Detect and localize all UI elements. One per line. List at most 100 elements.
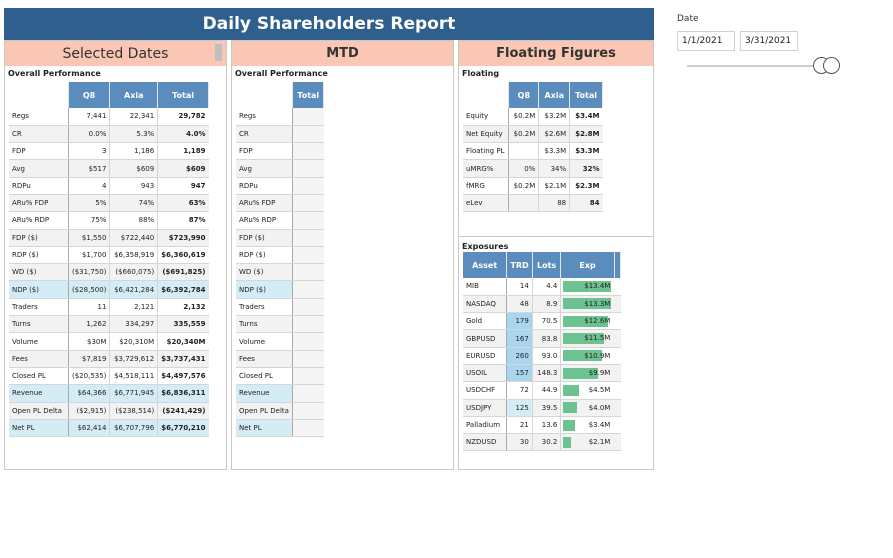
total-value <box>292 402 324 420</box>
row-label: ARu% RDP <box>236 211 294 230</box>
col-axia[interactable]: Axia <box>109 82 159 108</box>
q8-value: $517 <box>68 159 111 178</box>
total-value: 947 <box>157 177 209 195</box>
total-value <box>292 263 324 282</box>
q8-value: 11 <box>68 298 111 317</box>
exp-cell: $13.4M <box>560 278 615 296</box>
table-row: ARu% RDP 75% 88% 87% <box>9 211 209 230</box>
q8-value: $30M <box>68 332 111 351</box>
floating-figures-header: Floating Figures <box>459 41 653 66</box>
table-row: Closed PL <box>236 367 324 386</box>
lots-value: 39.5 <box>532 399 562 417</box>
row-label: Volume <box>9 332 69 351</box>
row-label: fMRG <box>463 177 510 195</box>
table-row: CR 0.0% 5.3% 4.0% <box>9 125 209 144</box>
exp-value: $9.9M <box>588 368 611 377</box>
table-row: MIB 14 4.4 $13.4M <box>463 278 621 296</box>
table-row: Turns <box>236 315 324 334</box>
total-value <box>292 177 324 195</box>
q8-value: 7,441 <box>68 108 111 126</box>
row-label: WD ($) <box>236 263 294 282</box>
table-row: USOIL 157 148.3 $9.9M <box>463 364 621 383</box>
axia-value: $6,707,796 <box>109 419 159 438</box>
lots-value: 8.9 <box>532 295 562 314</box>
row-tail <box>614 364 621 383</box>
floating-figures-panel: Floating Figures Floating Q8 Axia Total … <box>458 40 654 470</box>
q8-value: ($20,535) <box>68 367 111 386</box>
total-value: 87% <box>157 211 209 230</box>
total-value: 63% <box>157 194 209 213</box>
date-slicer-label: Date <box>677 14 699 24</box>
table-row: RDP ($) $1,700 $6,358,919 $6,360,619 <box>9 246 209 265</box>
date-slider-end-handle[interactable] <box>823 57 840 74</box>
asset-name: USOIL <box>463 364 508 383</box>
total-value: $3.3M <box>569 142 603 161</box>
row-label: RDP ($) <box>236 246 294 265</box>
trd-value: 72 <box>506 381 533 400</box>
exp-cell: $3.4M <box>560 416 615 435</box>
col-q8[interactable]: Q8 <box>68 82 111 108</box>
col-axia[interactable]: Axia <box>538 82 571 108</box>
col-total[interactable]: Total <box>292 82 324 108</box>
trd-value: 14 <box>506 278 533 296</box>
col-total[interactable]: Total <box>569 82 603 108</box>
exp-value: $13.4M <box>584 282 611 290</box>
lots-value: 70.5 <box>532 312 562 331</box>
col-q8[interactable]: Q8 <box>508 82 540 108</box>
axia-value: 34% <box>538 159 571 178</box>
col-exp[interactable]: Exp <box>560 252 615 278</box>
asset-name: Gold <box>463 312 508 331</box>
floating-label: Floating <box>462 69 500 78</box>
row-label: NDP ($) <box>9 280 69 299</box>
trd-value: 179 <box>506 312 533 331</box>
row-tail <box>614 347 621 365</box>
panel-scrollbar[interactable] <box>215 44 222 61</box>
table-row: Avg <box>236 159 324 178</box>
table-row: FDP ($) $1,550 $722,440 $723,990 <box>9 229 209 247</box>
q8-value: 1,262 <box>68 315 111 334</box>
table-row: Traders 11 2,121 2,132 <box>9 298 209 317</box>
exp-value: $3.4M <box>588 420 611 429</box>
axia-value: 334,297 <box>109 315 159 334</box>
col-total[interactable]: Total <box>157 82 209 108</box>
header-blank <box>236 82 294 108</box>
axia-value: $3.3M <box>538 142 571 161</box>
date-slider-track[interactable] <box>687 65 827 67</box>
row-label: RDPu <box>236 177 294 195</box>
row-label: eLev <box>463 194 510 213</box>
table-row: RDPu 4 943 947 <box>9 177 209 195</box>
axia-value: 943 <box>109 177 159 195</box>
exposures-table: Asset TRD Lots Exp MIB 14 4.4 $13.4M NASDAQ 4… <box>463 252 622 452</box>
mtd-overall-performance-label: Overall Performance <box>235 69 328 78</box>
mtd-header: MTD <box>232 41 453 66</box>
exp-cell: $12.6M <box>560 312 615 331</box>
q8-value: $0.2M <box>508 108 540 126</box>
start-date-input[interactable]: 1/1/2021 <box>677 31 735 51</box>
table-row: fMRG $0.2M $2.1M $2.3M <box>463 177 603 195</box>
total-value: $6,360,619 <box>157 246 209 265</box>
col-lots[interactable]: Lots <box>532 252 562 278</box>
axia-value: $6,421,284 <box>109 280 159 299</box>
exp-bar <box>563 280 612 292</box>
col-asset[interactable]: Asset <box>463 252 508 278</box>
total-value: $3,737,431 <box>157 350 209 368</box>
table-row: Floating PL $3.3M $3.3M <box>463 142 603 161</box>
total-value <box>292 246 324 265</box>
col-trd[interactable]: TRD <box>506 252 533 278</box>
mtd-panel: MTD Overall Performance Total Regs CR FDP A… <box>231 40 454 470</box>
exp-cell: $9.9M <box>560 364 615 383</box>
q8-value: ($2,915) <box>68 402 111 420</box>
q8-value: $7,819 <box>68 350 111 368</box>
table-row: NDP ($) <box>236 280 324 299</box>
total-value: 84 <box>569 194 603 213</box>
table-row: Avg $517 $609 $609 <box>9 159 209 178</box>
row-tail <box>614 329 621 348</box>
exp-value: $4.5M <box>588 386 611 395</box>
end-date-input[interactable]: 3/31/2021 <box>740 31 798 51</box>
q8-value: 75% <box>68 211 111 230</box>
table-row: ARu% RDP <box>236 211 324 230</box>
divider <box>459 236 653 237</box>
asset-name: EURUSD <box>463 347 508 365</box>
exp-bar <box>563 367 599 379</box>
table-row: ARu% FDP 5% 74% 63% <box>9 194 209 213</box>
